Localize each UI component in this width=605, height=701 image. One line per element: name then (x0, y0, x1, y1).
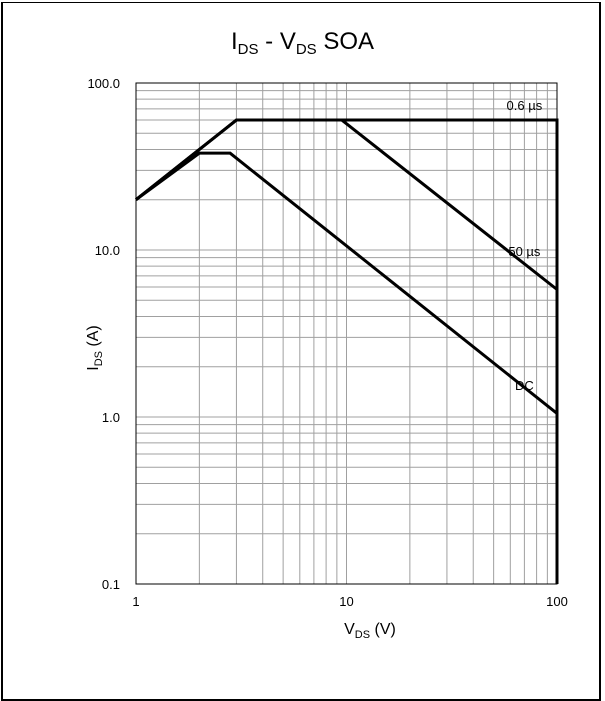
x-tick-label: 1 (132, 594, 139, 609)
tick-labels: 1 10 100 100.0 10.0 1.0 0.1 (87, 76, 567, 609)
y-tick-label: 10.0 (95, 243, 120, 258)
x-tick-label: 10 (339, 594, 353, 609)
x-tick-label: 100 (546, 594, 568, 609)
curve-label: 50 µs (508, 244, 541, 259)
top-strip (0, 0, 605, 2)
soa-plot: 1 10 100 100.0 10.0 1.0 0.1 0.6 µs 50 µs DC VDS … (85, 76, 568, 641)
chart-title: IDS - VDS SOA (230, 28, 375, 58)
y-tick-label: 1.0 (102, 410, 120, 425)
grid-lines (135, 82, 558, 585)
curve-label: DC (515, 378, 534, 393)
x-axis-label: VDS (V) (344, 621, 396, 641)
curve-labels: 0.6 µs 50 µs DC (507, 98, 543, 393)
y-tick-label: 100.0 (87, 76, 120, 91)
curve-line (135, 118, 558, 291)
curves (135, 118, 559, 584)
y-axis-label: IDS (A) (85, 325, 105, 371)
y-tick-label: 0.1 (102, 577, 120, 592)
curve-label: 0.6 µs (507, 98, 543, 113)
curve-line (135, 151, 558, 415)
